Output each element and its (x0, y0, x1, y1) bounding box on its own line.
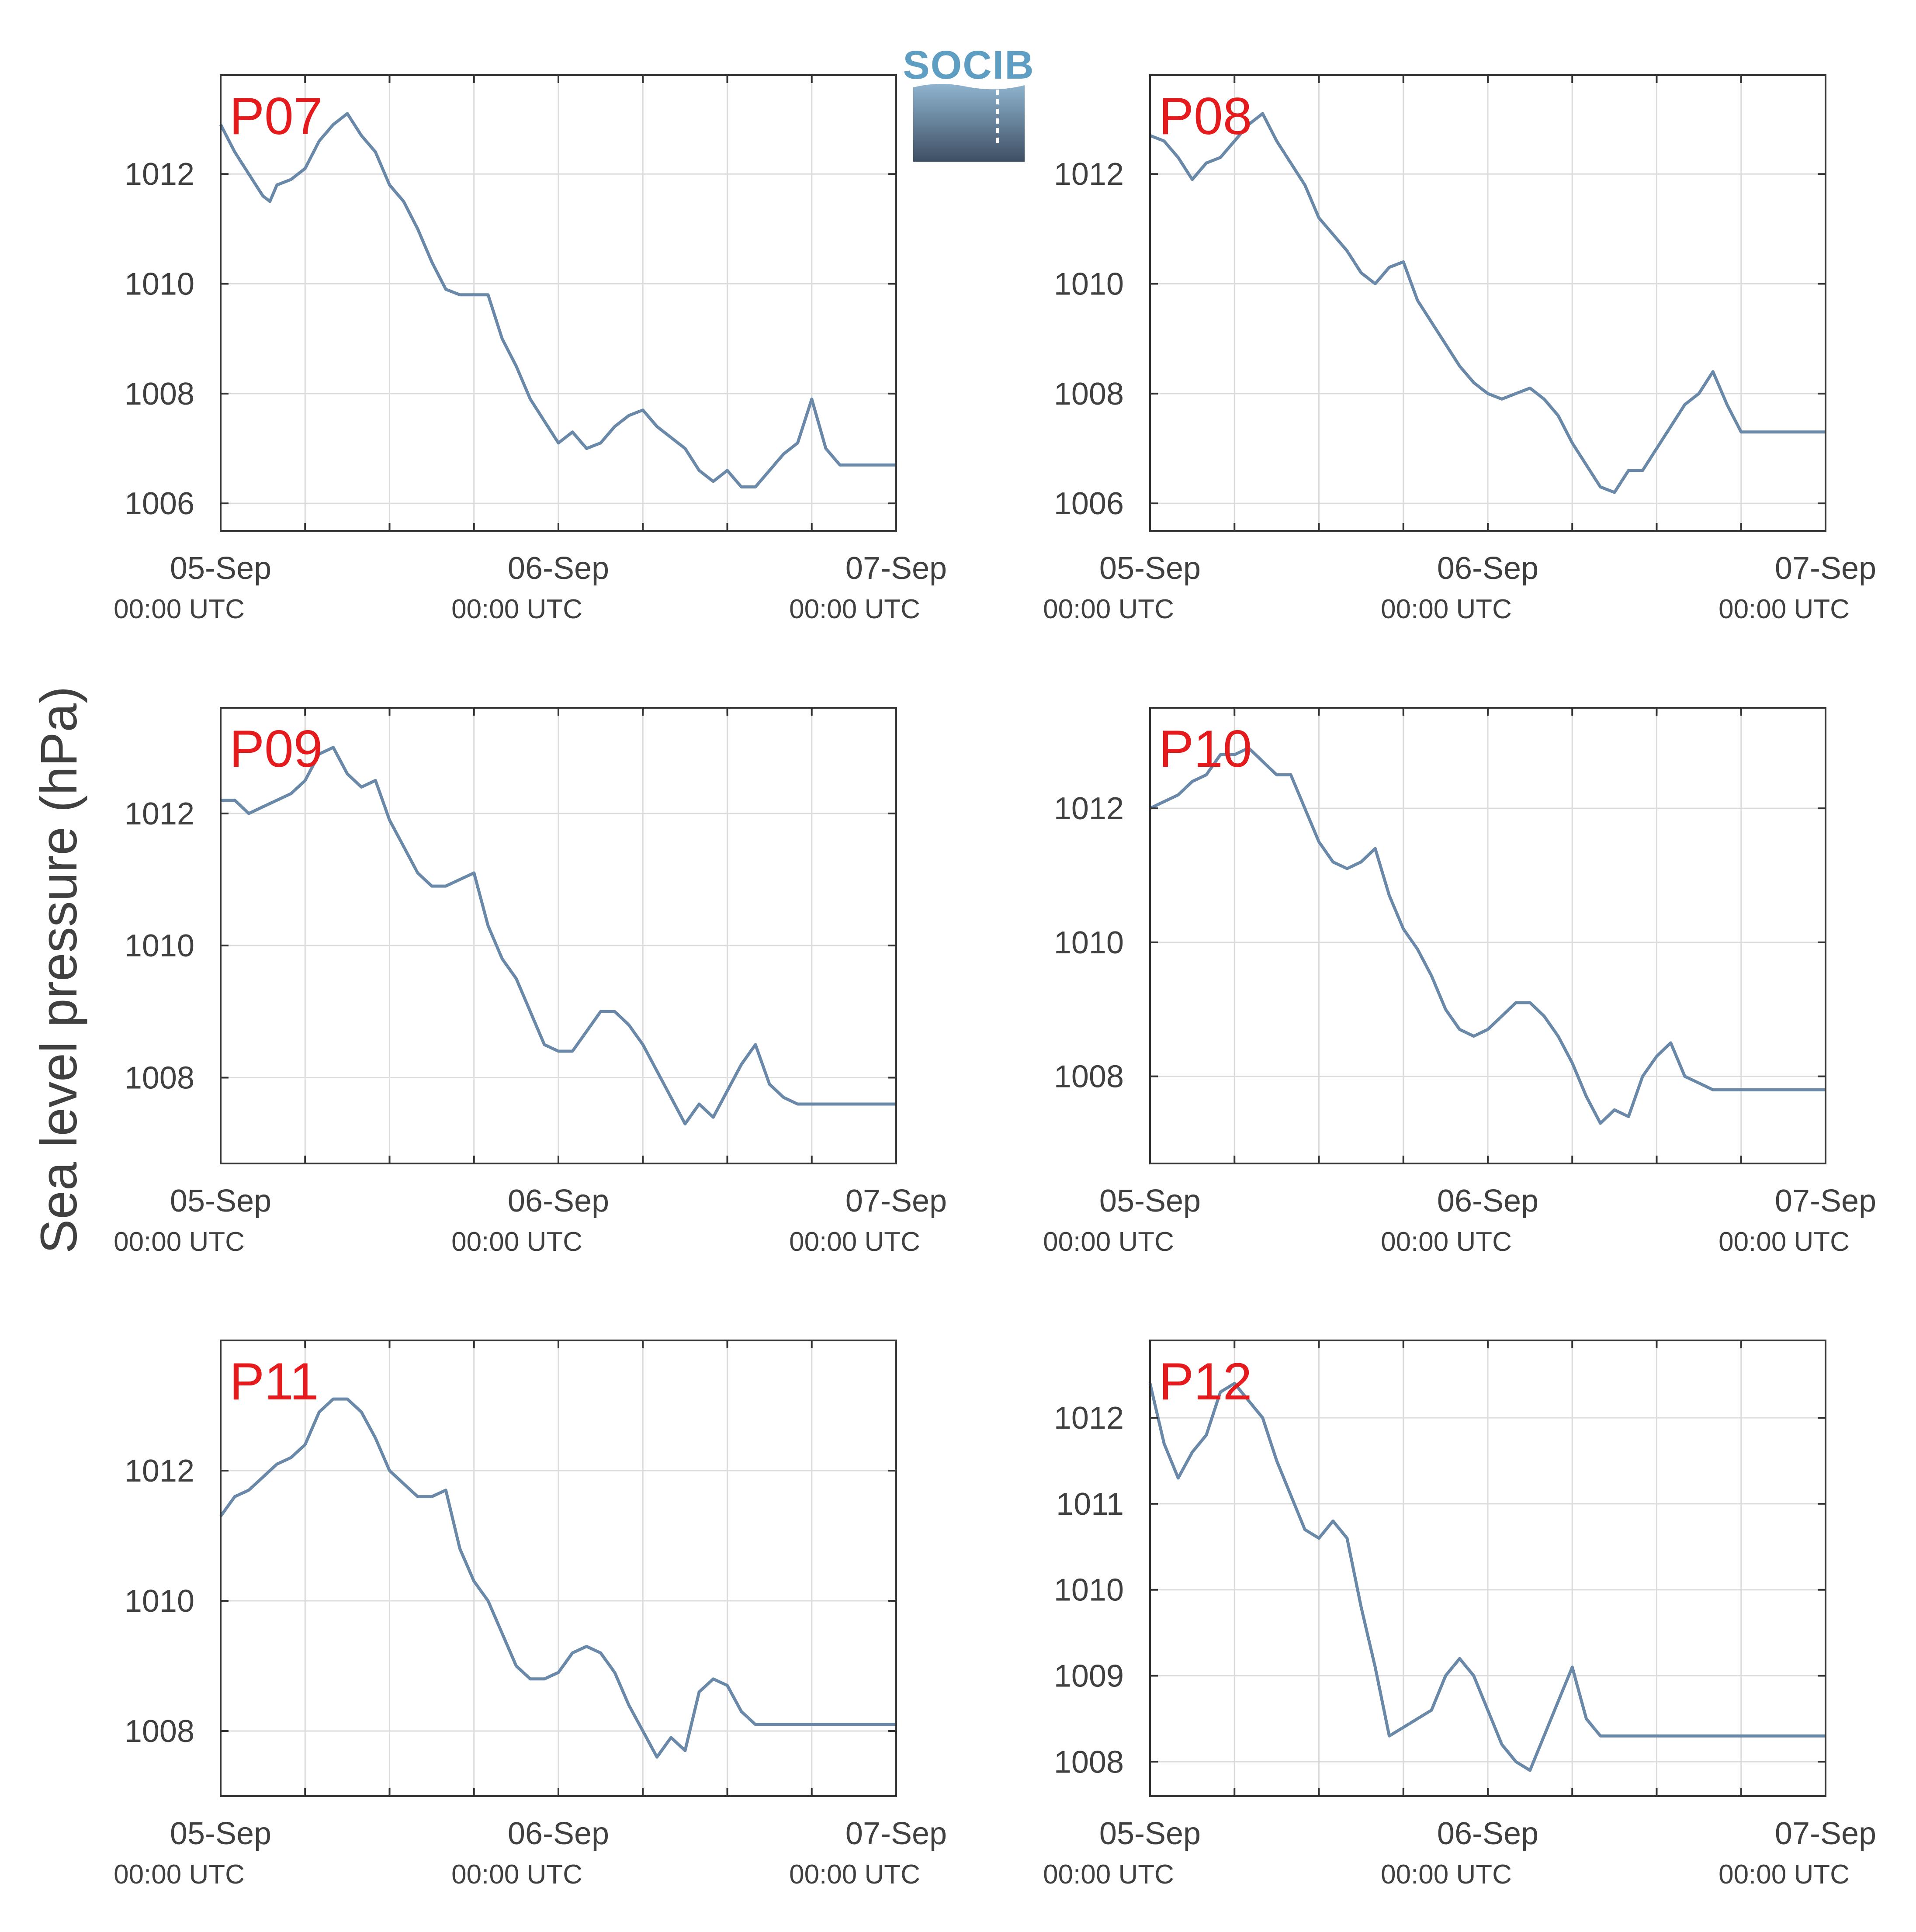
panel-p09: 1008 1010 1012 05-Sep 00:00 UTC 06-Sep 00:00 U… (114, 707, 947, 1257)
y-tick-label: 1012 (125, 157, 194, 192)
y-tick-label: 1012 (1054, 1401, 1124, 1436)
panel-p11: 1008 1010 1012 05-Sep 00:00 UTC 06-Sep 00:00 U… (114, 1340, 947, 1890)
y-axis-title: Sea level pressure (hPa) (30, 686, 88, 1254)
x-tick-sublabel: 00:00 UTC (1381, 1227, 1512, 1257)
x-tick-label: 06-Sep (508, 1816, 609, 1851)
y-tick-label: 1010 (125, 928, 194, 963)
logo-text: SOCIB (903, 43, 1034, 87)
panel-p10: 1008 1010 1012 05-Sep 00:00 UTC 06-Sep 00:00 U… (1043, 707, 1876, 1257)
x-tick-label: 06-Sep (1437, 551, 1538, 586)
panel-label: P12 (1159, 1352, 1252, 1411)
series-line (1148, 1381, 1826, 1772)
panel-p08: 1006 1008 1010 1012 05-Sep 00:00 UTC 06-Sep 00:… (1043, 74, 1876, 624)
x-tick-label: 05-Sep (170, 551, 271, 586)
x-tick-sublabel: 00:00 UTC (1043, 594, 1174, 624)
x-tick-label: 05-Sep (170, 1816, 271, 1851)
x-tick-sublabel: 00:00 UTC (451, 594, 582, 624)
x-tick-sublabel: 00:00 UTC (114, 594, 245, 624)
x-tick-sublabel: 00:00 UTC (1381, 594, 1512, 624)
panel-label: P11 (229, 1352, 319, 1411)
x-tick-sublabel: 00:00 UTC (1043, 1859, 1174, 1890)
y-tick-label: 1012 (125, 796, 194, 831)
series-line (221, 746, 896, 1125)
y-tick-label: 1010 (1054, 267, 1124, 302)
y-tick-label: 1008 (1054, 377, 1124, 412)
y-tick-label: 1010 (1054, 925, 1124, 960)
y-tick-label: 1010 (125, 1584, 194, 1619)
x-tick-label: 06-Sep (508, 1184, 609, 1219)
x-tick-sublabel: 00:00 UTC (1719, 1227, 1850, 1257)
panel-label: P08 (1159, 87, 1252, 145)
series-line (219, 1397, 896, 1759)
logo-wave-icon (913, 83, 1025, 162)
x-tick-sublabel: 00:00 UTC (114, 1859, 245, 1890)
x-tick-sublabel: 00:00 UTC (789, 1859, 920, 1890)
x-tick-sublabel: 00:00 UTC (1381, 1859, 1512, 1890)
x-tick-label: 06-Sep (508, 551, 609, 586)
y-tick-label: 1010 (125, 267, 194, 302)
y-tick-label: 1012 (1054, 157, 1124, 192)
x-tick-label: 07-Sep (1775, 1184, 1876, 1219)
socib-logo: SOCIB (903, 43, 1034, 162)
panel-label: P09 (229, 720, 323, 778)
x-tick-label: 05-Sep (170, 1184, 271, 1219)
y-tick-label: 1008 (1054, 1059, 1124, 1094)
x-tick-sublabel: 00:00 UTC (451, 1227, 582, 1257)
x-tick-sublabel: 00:00 UTC (114, 1227, 245, 1257)
x-tick-label: 05-Sep (1099, 1184, 1201, 1219)
x-tick-label: 07-Sep (845, 1816, 947, 1851)
x-tick-label: 05-Sep (1099, 1816, 1201, 1851)
panel-p07: 1006 1008 1010 1012 05-Sep 00:00 UTC 06-Sep 00:… (114, 74, 947, 624)
y-tick-label: 1006 (125, 486, 194, 521)
x-tick-sublabel: 00:00 UTC (1719, 594, 1850, 624)
x-tick-label: 06-Sep (1437, 1184, 1538, 1219)
y-tick-label: 1008 (125, 1060, 194, 1095)
x-tick-sublabel: 00:00 UTC (1043, 1227, 1174, 1257)
x-tick-sublabel: 00:00 UTC (789, 1227, 920, 1257)
x-tick-label: 06-Sep (1437, 1816, 1538, 1851)
x-tick-sublabel: 00:00 UTC (1719, 1859, 1850, 1890)
y-tick-label: 1011 (1056, 1487, 1124, 1522)
series-line (1149, 746, 1826, 1125)
panel-p12: 1008 1009 1010 1011 1012 05-Sep 00:00 UTC 06-Se… (1043, 1340, 1876, 1890)
y-tick-label: 1012 (1054, 791, 1124, 826)
x-tick-label: 07-Sep (845, 551, 947, 586)
y-tick-label: 1009 (1054, 1658, 1124, 1693)
x-tick-label: 07-Sep (845, 1184, 947, 1219)
x-tick-label: 07-Sep (1775, 1816, 1876, 1851)
panels: 1006 1008 1010 1012 05-Sep 00:00 UTC 06-Sep 00:… (114, 74, 1876, 1890)
y-tick-label: 1012 (125, 1454, 194, 1489)
series-line (219, 112, 896, 488)
x-tick-label: 07-Sep (1775, 551, 1876, 586)
series-line (1149, 112, 1826, 494)
x-tick-sublabel: 00:00 UTC (451, 1859, 582, 1890)
panel-label: P07 (229, 87, 323, 145)
x-tick-sublabel: 00:00 UTC (789, 594, 920, 624)
panel-label: P10 (1159, 720, 1252, 778)
y-tick-label: 1010 (1054, 1573, 1124, 1608)
y-tick-label: 1008 (1054, 1745, 1124, 1780)
x-tick-label: 05-Sep (1099, 551, 1201, 586)
y-tick-label: 1008 (125, 377, 194, 412)
y-tick-label: 1008 (125, 1714, 194, 1749)
y-tick-label: 1006 (1054, 486, 1124, 521)
